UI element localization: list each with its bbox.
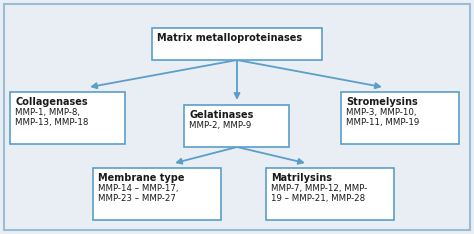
FancyBboxPatch shape [341, 92, 459, 144]
Text: MMP-3, MMP-10,: MMP-3, MMP-10, [346, 108, 417, 117]
Text: MMP-13, MMP-18: MMP-13, MMP-18 [16, 118, 89, 127]
Text: MMP-23 – MMP-27: MMP-23 – MMP-27 [98, 194, 176, 203]
Text: MMP-2, MMP-9: MMP-2, MMP-9 [190, 121, 252, 130]
Text: Gelatinases: Gelatinases [190, 110, 254, 120]
FancyBboxPatch shape [266, 168, 394, 220]
FancyBboxPatch shape [152, 28, 322, 60]
Text: Membrane type: Membrane type [98, 173, 184, 183]
Text: MMP-14 – MMP-17,: MMP-14 – MMP-17, [98, 184, 179, 193]
Text: MMP-11, MMP-19: MMP-11, MMP-19 [346, 118, 419, 127]
Text: Collagenases: Collagenases [16, 97, 88, 107]
FancyBboxPatch shape [93, 168, 221, 220]
Text: 19 – MMP-21, MMP-28: 19 – MMP-21, MMP-28 [271, 194, 365, 203]
FancyBboxPatch shape [10, 92, 126, 144]
Text: MMP-1, MMP-8,: MMP-1, MMP-8, [16, 108, 81, 117]
Text: MMP-7, MMP-12, MMP-: MMP-7, MMP-12, MMP- [271, 184, 367, 193]
Text: Matrilysins: Matrilysins [271, 173, 332, 183]
Text: Matrix metalloproteinases: Matrix metalloproteinases [157, 33, 302, 43]
FancyBboxPatch shape [4, 4, 470, 230]
Text: Stromelysins: Stromelysins [346, 97, 418, 107]
FancyBboxPatch shape [184, 105, 290, 147]
